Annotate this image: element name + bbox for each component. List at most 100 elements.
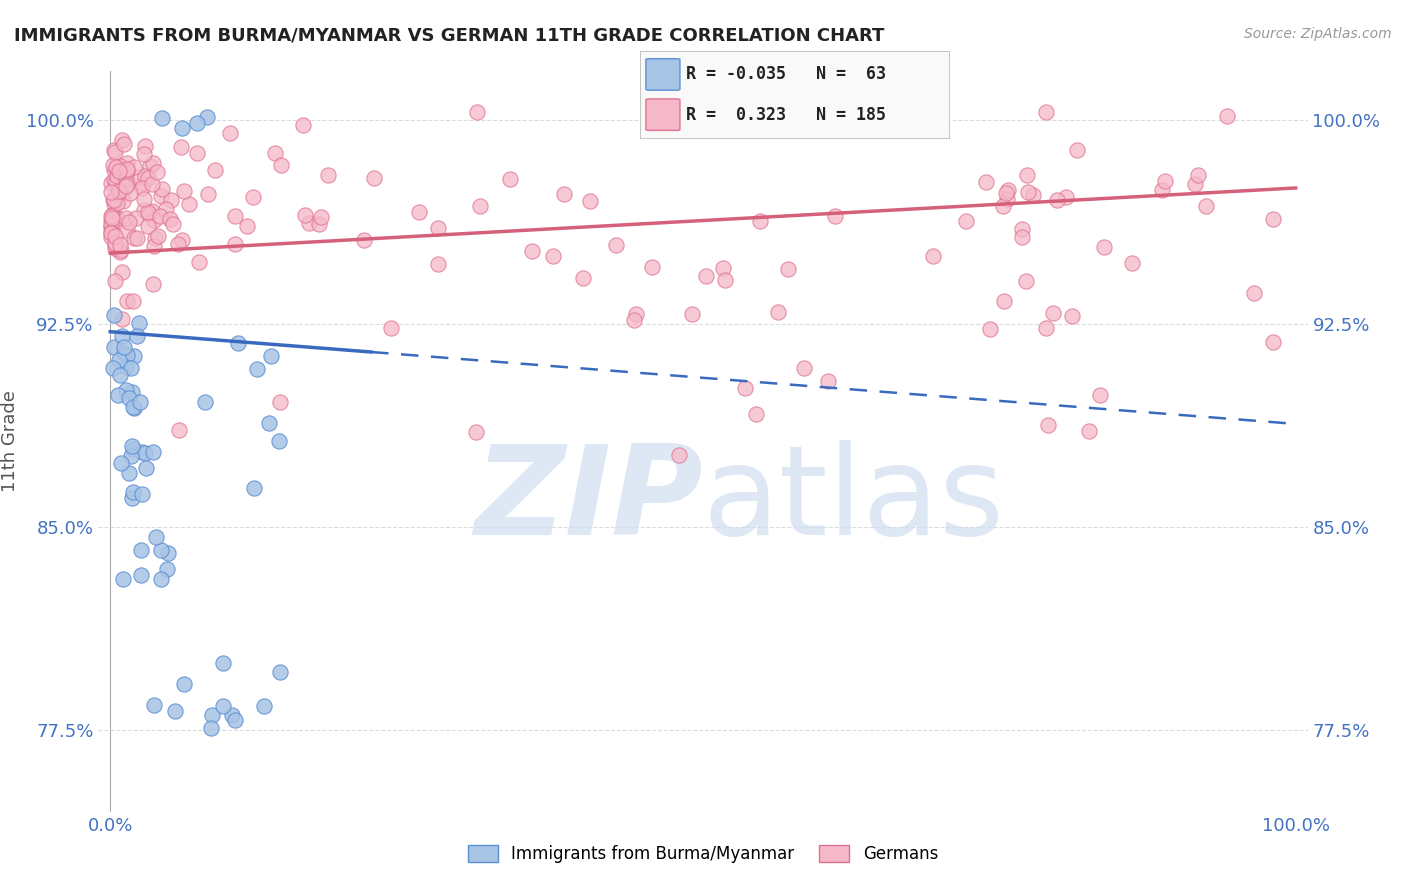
Point xyxy=(257,417,280,431)
Point xyxy=(520,244,543,258)
Point xyxy=(105,174,128,188)
Point xyxy=(641,260,664,275)
Point xyxy=(1092,239,1115,253)
Text: atlas: atlas xyxy=(703,441,1005,561)
Point xyxy=(236,219,259,233)
Point xyxy=(681,307,703,321)
Point xyxy=(131,486,153,500)
Point xyxy=(112,136,135,151)
Point xyxy=(1077,424,1099,438)
Point xyxy=(150,182,173,196)
Point xyxy=(101,211,124,225)
Point xyxy=(141,177,163,191)
Point xyxy=(468,199,491,213)
Point xyxy=(115,172,138,186)
Point xyxy=(118,214,141,228)
Point xyxy=(224,236,246,251)
Point xyxy=(143,213,166,227)
Point xyxy=(104,228,127,243)
Point xyxy=(142,445,165,459)
Point xyxy=(115,211,138,226)
Point xyxy=(100,219,122,234)
Point xyxy=(104,145,127,160)
Point xyxy=(111,311,134,326)
Point xyxy=(1017,168,1039,182)
Point xyxy=(159,193,181,207)
Point xyxy=(108,159,131,173)
Point xyxy=(122,294,145,309)
FancyBboxPatch shape xyxy=(645,99,681,130)
Point xyxy=(200,721,222,735)
Point xyxy=(465,105,488,120)
Point xyxy=(100,229,122,244)
Point xyxy=(120,360,142,375)
Point xyxy=(101,158,124,172)
Point xyxy=(117,294,139,309)
Point xyxy=(121,484,143,499)
Point xyxy=(298,216,321,230)
Point xyxy=(118,467,141,481)
Point xyxy=(136,205,159,219)
Point xyxy=(117,391,139,405)
Point xyxy=(921,249,943,263)
Point xyxy=(108,164,131,178)
Point xyxy=(125,211,148,226)
Point xyxy=(103,173,125,187)
Point xyxy=(221,707,243,722)
Point xyxy=(114,384,136,398)
Point xyxy=(142,156,165,170)
Point xyxy=(131,567,153,582)
Point xyxy=(136,219,159,234)
Point xyxy=(132,147,155,161)
Point xyxy=(105,161,128,175)
Point xyxy=(134,138,156,153)
Point xyxy=(169,140,191,154)
Point xyxy=(979,322,1001,336)
Point xyxy=(270,158,292,172)
Point xyxy=(131,181,153,195)
Point xyxy=(308,217,330,231)
Point xyxy=(1054,190,1077,204)
Point xyxy=(150,188,173,202)
FancyBboxPatch shape xyxy=(645,59,681,90)
Point xyxy=(167,423,190,437)
Point xyxy=(108,368,131,382)
Point xyxy=(745,407,768,421)
Point xyxy=(242,190,264,204)
Point xyxy=(127,328,149,343)
Point xyxy=(363,171,385,186)
Point xyxy=(1015,274,1038,288)
Point xyxy=(103,192,125,206)
Point xyxy=(195,110,218,124)
Point xyxy=(111,194,134,209)
Point xyxy=(100,210,122,224)
Point xyxy=(224,209,246,223)
Point xyxy=(112,178,135,193)
Point xyxy=(918,115,941,129)
Point xyxy=(100,185,122,199)
Point xyxy=(997,183,1019,197)
Point xyxy=(155,202,177,216)
Point xyxy=(1022,188,1045,202)
Point xyxy=(122,160,145,174)
Point xyxy=(219,126,242,140)
Point xyxy=(105,211,128,226)
Point xyxy=(111,329,134,343)
Point xyxy=(541,249,564,263)
Point xyxy=(117,156,139,170)
Point xyxy=(115,223,138,237)
Point xyxy=(138,207,160,221)
Point xyxy=(623,312,645,326)
Point xyxy=(114,360,136,375)
Point xyxy=(143,231,166,245)
Point xyxy=(1042,306,1064,320)
Point xyxy=(204,163,226,178)
Text: Source: ZipAtlas.com: Source: ZipAtlas.com xyxy=(1244,27,1392,41)
Point xyxy=(955,213,977,227)
Point xyxy=(170,233,193,247)
Point xyxy=(1187,168,1209,182)
Point xyxy=(145,530,167,544)
Point xyxy=(173,184,195,198)
Point xyxy=(107,185,129,199)
Point xyxy=(100,208,122,222)
